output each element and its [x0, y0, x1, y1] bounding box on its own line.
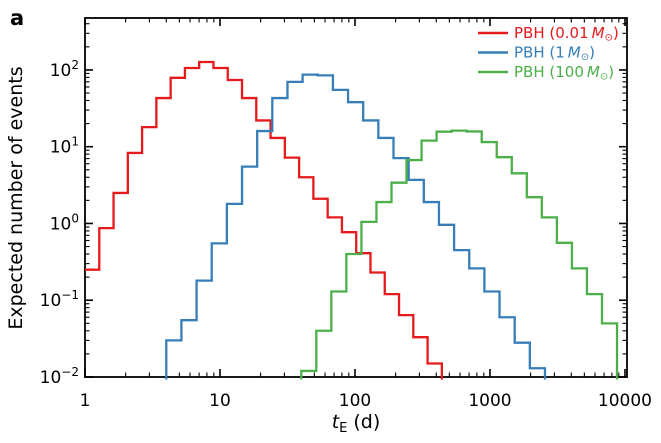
- series-group: [85, 60, 619, 380]
- y-tick-label: 102: [50, 58, 79, 81]
- x-axis-label: tE (d): [332, 411, 381, 436]
- x-tick-label: 1: [80, 391, 91, 411]
- x-tick-label: 10: [209, 391, 231, 411]
- axis-ticks: [84, 18, 627, 378]
- panel-label: a: [10, 6, 24, 30]
- legend: PBH (0.01 M⊙)PBH (1 M⊙)PBH (100 M⊙): [478, 24, 619, 83]
- y-tick-label: 10−1: [40, 288, 79, 311]
- series-pbh-1-msun: [165, 73, 547, 380]
- legend-label-pbh-0p01-msun: PBH (0.01 M⊙): [514, 24, 619, 44]
- y-axis-label: Expected number of events: [5, 66, 27, 329]
- x-tick-label: 100: [339, 391, 371, 411]
- y-tick-label: 10−2: [40, 365, 79, 388]
- series-pbh-0p01-msun: [85, 60, 443, 380]
- x-tick-label: 1000: [468, 391, 511, 411]
- legend-label-pbh-1-msun: PBH (1 M⊙): [514, 44, 595, 64]
- plot-frame: [84, 17, 628, 378]
- y-tick-label: 101: [50, 135, 79, 158]
- legend-label-pbh-100-msun: PBH (100 M⊙): [514, 63, 614, 83]
- series-pbh-100-msun: [300, 129, 619, 380]
- y-tick-label: 100: [50, 211, 79, 234]
- x-tick-label: 10000: [598, 391, 652, 411]
